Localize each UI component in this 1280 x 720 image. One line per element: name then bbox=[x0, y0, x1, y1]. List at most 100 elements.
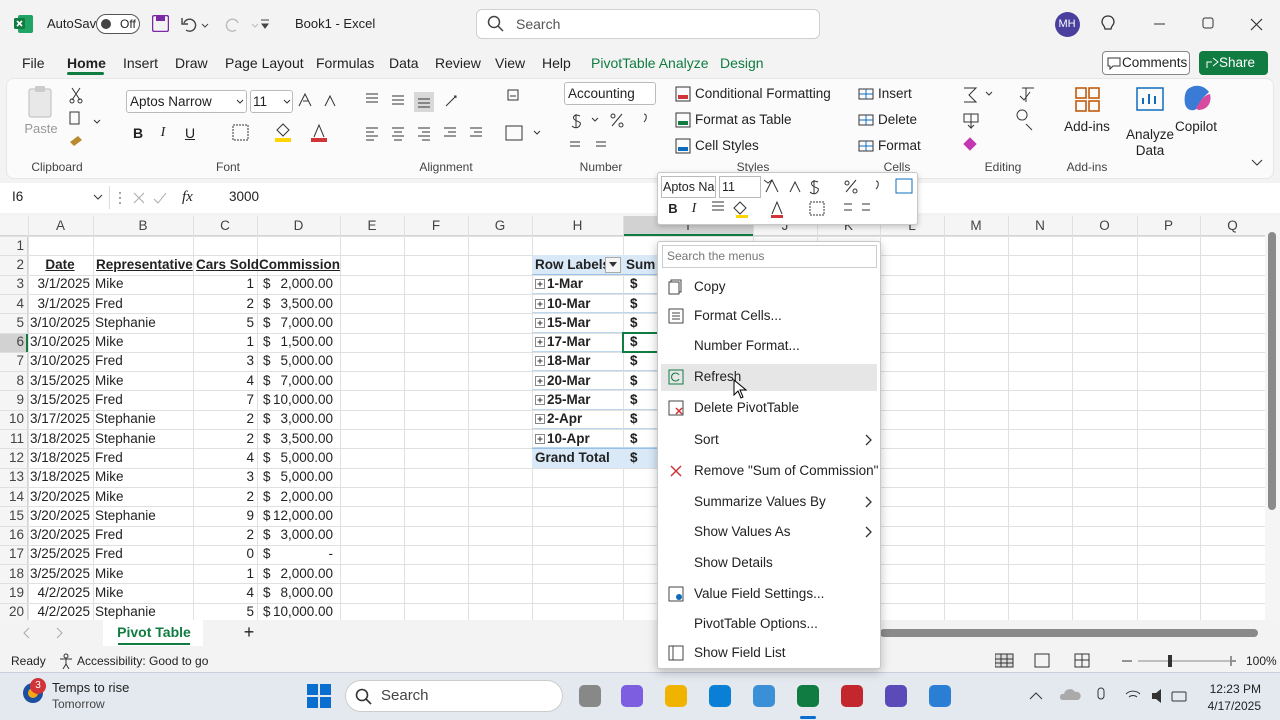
addins-button[interactable]: Add-ins bbox=[1064, 119, 1110, 134]
font-style-button[interactable]: U bbox=[184, 125, 196, 141]
menu-item[interactable]: Value Field Settings... bbox=[694, 586, 825, 601]
menu-item[interactable]: Show Values As bbox=[694, 524, 791, 539]
pivot-row-label[interactable]: 20-Mar bbox=[547, 372, 591, 388]
currency-symbol: $ bbox=[263, 604, 271, 620]
grid-line-vertical bbox=[28, 216, 29, 620]
styles-button[interactable]: Conditional Formatting bbox=[695, 86, 831, 101]
column-header: D bbox=[293, 218, 304, 233]
font-style-button[interactable]: B bbox=[132, 125, 144, 141]
menu-item[interactable]: Show Field List bbox=[694, 645, 786, 660]
pivot-row-label[interactable]: 2-Apr bbox=[547, 411, 583, 427]
pivot-row-border bbox=[532, 389, 753, 391]
share-button[interactable] bbox=[1199, 51, 1268, 75]
expand-button bbox=[535, 414, 545, 425]
add-sheet[interactable]: + bbox=[243, 622, 255, 642]
grid-line-horizontal bbox=[0, 602, 1265, 604]
pivot-row-label[interactable]: 10-Apr bbox=[547, 430, 590, 446]
ribbon-tab[interactable]: Review bbox=[435, 55, 481, 71]
font-name-box[interactable] bbox=[126, 90, 247, 113]
ribbon-tab[interactable]: Draw bbox=[175, 55, 208, 71]
currency-symbol: $ bbox=[263, 334, 271, 350]
menu-item[interactable]: Format Cells... bbox=[694, 308, 782, 323]
styles-button[interactable]: Format as Table bbox=[695, 112, 792, 127]
menu-item[interactable]: Remove "Sum of Commission" bbox=[694, 463, 879, 478]
ribbon-tab[interactable]: Data bbox=[389, 55, 419, 71]
column-header: J bbox=[781, 218, 789, 233]
ribbon-tab[interactable]: File bbox=[22, 55, 45, 71]
pivot-row-label[interactable]: 18-Mar bbox=[547, 353, 591, 369]
mini-bold[interactable]: B bbox=[668, 201, 678, 216]
ribbon-tab[interactable]: Design bbox=[720, 55, 764, 71]
representative-cell: Mike bbox=[95, 334, 124, 350]
column-header: M bbox=[970, 218, 982, 233]
menu-item[interactable]: PivotTable Options... bbox=[694, 616, 818, 631]
taskbar-app bbox=[709, 685, 731, 707]
menu-item[interactable]: Show Details bbox=[694, 555, 773, 570]
formula-buttons bbox=[93, 192, 167, 204]
representative-cell: Mike bbox=[95, 565, 124, 581]
menu-search-box[interactable] bbox=[662, 245, 877, 268]
comments-button[interactable] bbox=[1102, 51, 1190, 75]
ribbon-tab[interactable]: Insert bbox=[123, 55, 159, 71]
scroll-thumb bbox=[1268, 232, 1276, 510]
pivot-row-label[interactable]: 25-Mar bbox=[547, 392, 591, 408]
mini-italic[interactable]: I bbox=[691, 201, 697, 216]
mini-font-box[interactable] bbox=[661, 176, 716, 198]
sheet-tab[interactable] bbox=[103, 620, 203, 646]
menu-item[interactable]: Copy bbox=[694, 279, 726, 294]
cars-sold-cell: 2 bbox=[246, 430, 254, 446]
representative-cell: Fred bbox=[95, 353, 123, 369]
ribbon-tab[interactable]: PivotTable Analyze bbox=[591, 55, 709, 71]
menu-item[interactable]: Sort bbox=[694, 432, 719, 447]
pivot-row-label[interactable]: 1-Mar bbox=[547, 276, 584, 292]
date-cell: 3/1/2025 bbox=[37, 295, 90, 311]
font-size-box[interactable] bbox=[250, 90, 293, 113]
ribbon-tab[interactable]: Formulas bbox=[316, 55, 375, 71]
column-header: E bbox=[367, 218, 377, 233]
cells-button[interactable]: Format bbox=[878, 138, 921, 153]
context-menu bbox=[657, 241, 881, 669]
column-header: N bbox=[1035, 218, 1045, 233]
menu-item[interactable]: Delete PivotTable bbox=[694, 400, 800, 415]
menu-item[interactable]: Summarize Values By bbox=[694, 494, 826, 509]
menu-item[interactable]: Number Format... bbox=[694, 338, 800, 353]
autosave-toggle[interactable] bbox=[96, 14, 140, 34]
analyze-icon bbox=[1136, 87, 1164, 111]
analyze-data-button[interactable]: Analyze Data bbox=[1125, 127, 1175, 158]
copilot-button[interactable]: Copilot bbox=[1174, 119, 1218, 134]
cells-button[interactable]: Insert bbox=[878, 86, 912, 101]
commission-cell: 5,000.00 bbox=[280, 469, 333, 485]
name-box[interactable] bbox=[6, 186, 110, 209]
search-box[interactable] bbox=[476, 9, 820, 39]
pivot-row-label[interactable]: 15-Mar bbox=[547, 314, 591, 330]
column-header: G bbox=[494, 218, 506, 233]
pivot-row-border bbox=[532, 292, 753, 294]
ribbon-tab[interactable]: View bbox=[495, 55, 526, 71]
column-header: F bbox=[431, 218, 441, 233]
mini-size-box[interactable] bbox=[719, 176, 761, 198]
table-header: Date bbox=[45, 256, 75, 272]
date-cell: 4/2/2025 bbox=[37, 585, 90, 601]
ribbon-tab[interactable]: Page Layout bbox=[225, 55, 304, 71]
grid-line-horizontal bbox=[0, 486, 1265, 488]
row-header: 11 bbox=[9, 430, 24, 446]
weather-badge bbox=[30, 678, 46, 694]
font-style-button[interactable]: I bbox=[160, 125, 166, 140]
ribbon-tab[interactable]: Home bbox=[67, 55, 106, 71]
row-header: 16 bbox=[8, 527, 24, 543]
avatar[interactable] bbox=[1055, 12, 1080, 37]
mouse-cursor bbox=[733, 379, 747, 399]
pivot-row-label[interactable]: 10-Mar bbox=[547, 295, 591, 311]
date-cell: 3/1/2025 bbox=[37, 276, 90, 292]
menu-item[interactable]: Refresh bbox=[694, 369, 742, 384]
number-format-box[interactable] bbox=[564, 82, 656, 105]
pivot-row-label[interactable]: 17-Mar bbox=[547, 334, 591, 350]
styles-button[interactable]: Cell Styles bbox=[695, 138, 759, 153]
row-header-bar bbox=[0, 236, 28, 620]
table-header: Commission bbox=[259, 256, 341, 272]
status-accessibility: Accessibility: Good to go bbox=[77, 654, 209, 668]
ribbon-tab[interactable]: Help bbox=[542, 55, 571, 71]
cells-button[interactable]: Delete bbox=[878, 112, 918, 127]
taskbar-search[interactable] bbox=[345, 680, 563, 712]
